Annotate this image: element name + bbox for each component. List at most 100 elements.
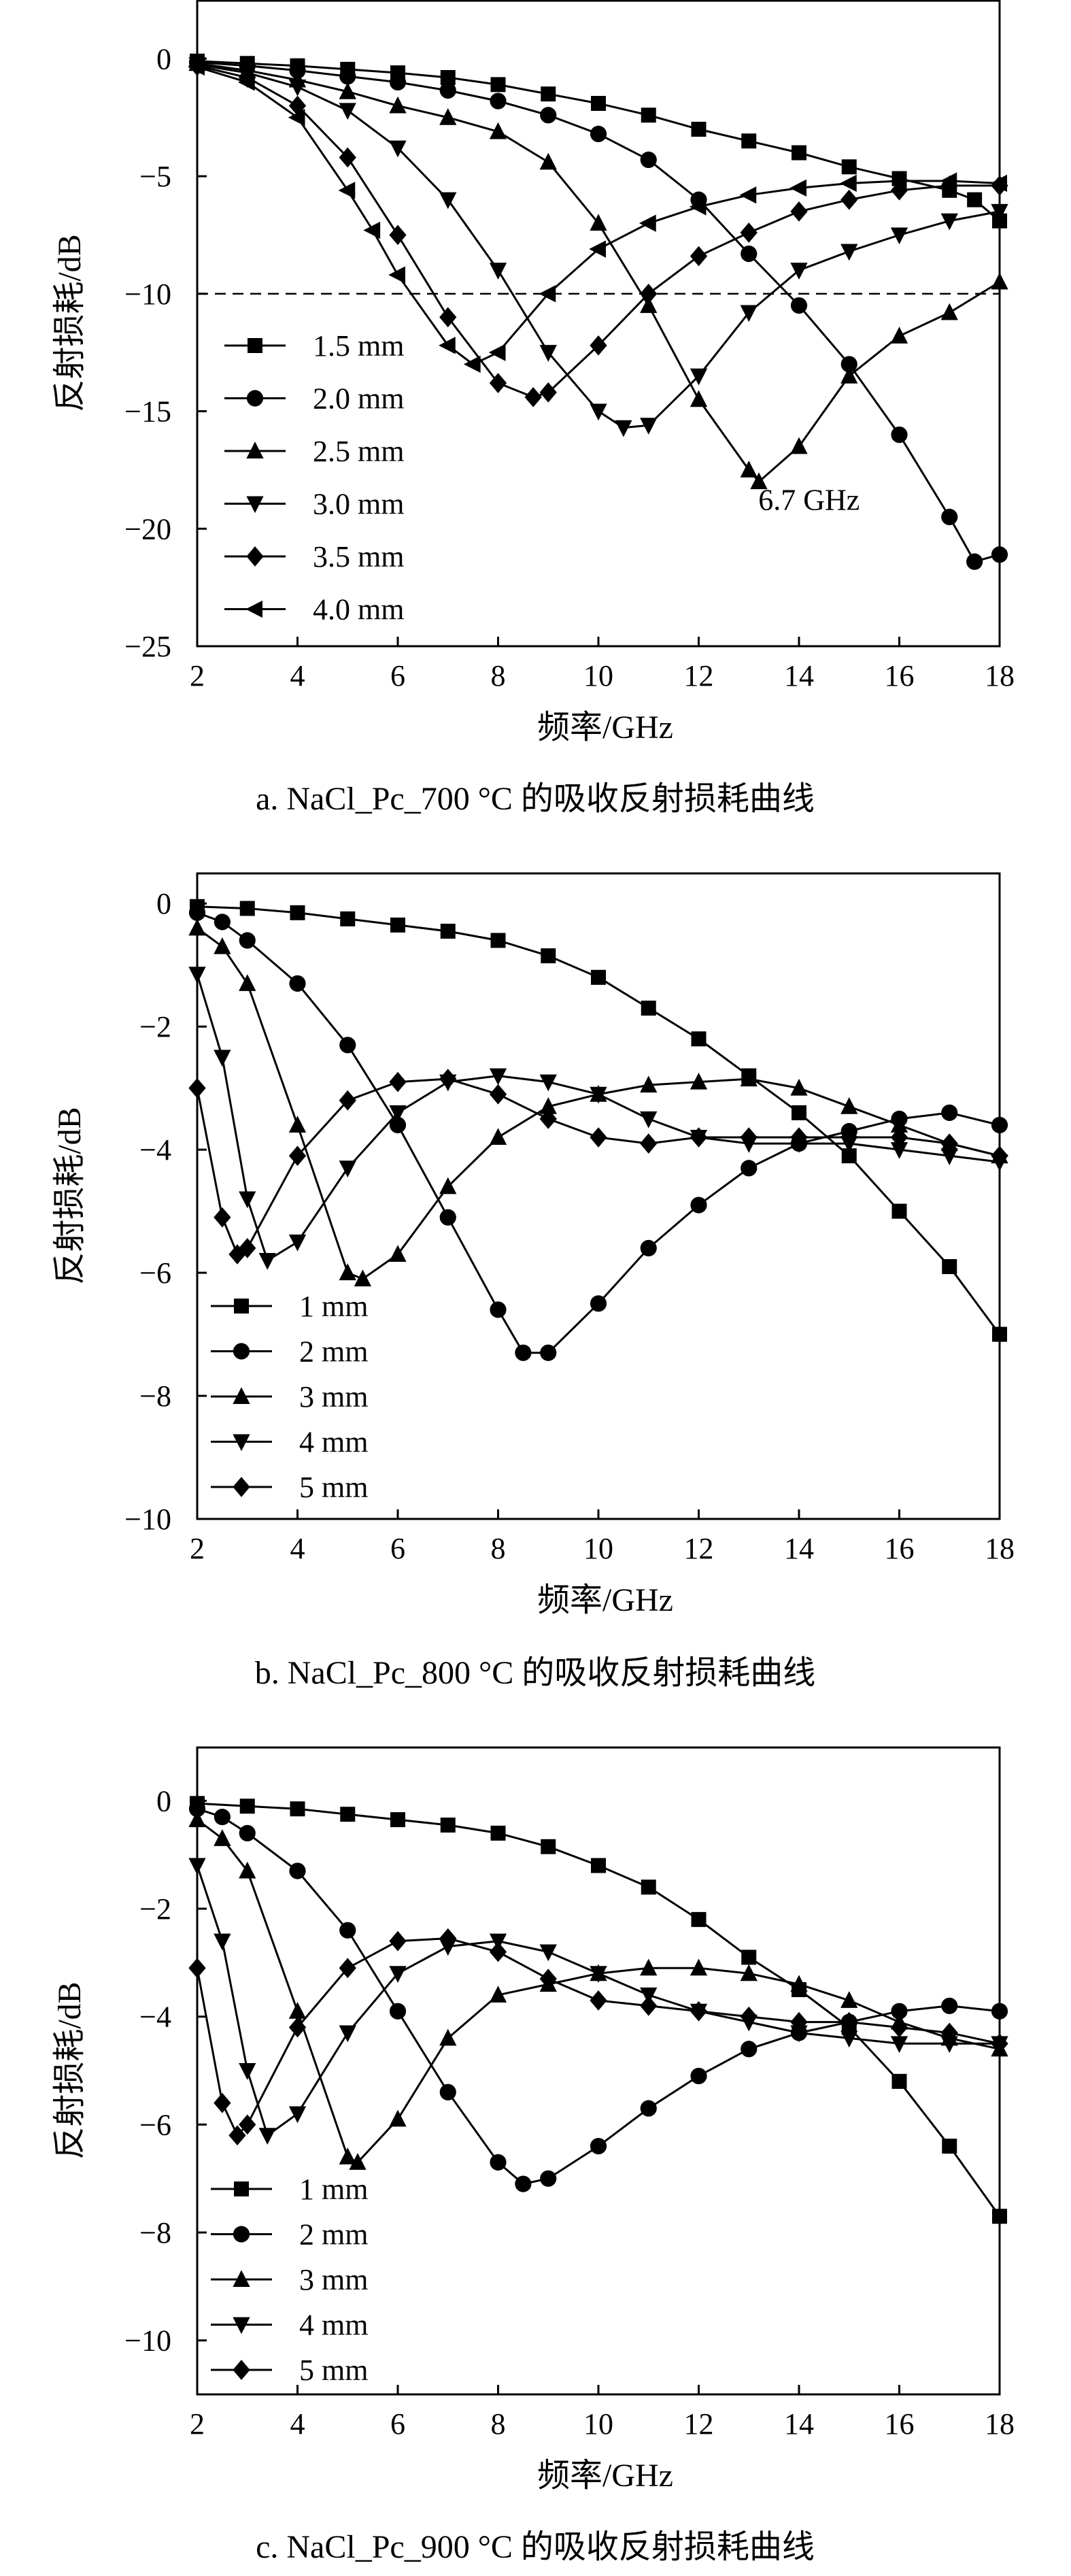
data-point xyxy=(439,192,457,210)
data-point xyxy=(289,1862,306,1879)
data-point xyxy=(840,1991,858,2008)
data-point xyxy=(288,1234,307,1252)
data-point xyxy=(840,2030,858,2048)
data-point xyxy=(288,95,307,116)
y-tick-label: −4 xyxy=(139,2001,171,2034)
data-point xyxy=(489,263,507,280)
legend-label: 1.5 mm xyxy=(313,329,404,363)
data-point xyxy=(290,905,305,920)
data-point xyxy=(890,327,908,344)
data-point xyxy=(840,174,857,193)
data-point xyxy=(288,1116,307,1133)
panel-caption: a. NaCl_Pc_700 °C 的吸收反射损耗曲线 xyxy=(256,781,815,817)
data-point xyxy=(389,1930,407,1952)
y-tick-label: 0 xyxy=(156,42,171,76)
data-point xyxy=(354,1269,372,1287)
x-tick-label: 14 xyxy=(784,659,814,692)
data-point xyxy=(439,1177,457,1194)
data-point xyxy=(541,948,556,964)
series-4-0mm xyxy=(188,58,1007,373)
data-point xyxy=(690,1127,708,1148)
data-point xyxy=(439,107,457,125)
data-point xyxy=(390,1812,405,1828)
data-point xyxy=(214,1829,231,1846)
data-point xyxy=(691,1911,707,1927)
data-point xyxy=(339,147,356,168)
data-point xyxy=(741,2041,758,2058)
y-tick-label: −10 xyxy=(124,2324,171,2358)
data-point xyxy=(239,901,255,916)
x-tick-label: 10 xyxy=(583,1532,613,1565)
data-point xyxy=(691,122,707,137)
data-point xyxy=(890,1127,908,1148)
data-point xyxy=(389,73,407,91)
data-point xyxy=(490,77,506,93)
data-point xyxy=(590,1295,607,1312)
x-tick-label: 2 xyxy=(190,659,205,692)
data-point xyxy=(339,1037,356,1054)
data-point xyxy=(239,2114,256,2135)
legend: 1.5 mm 2.0 mm 2.5 mm 3.0 mm 3.5 mm 4.0 mm xyxy=(224,329,404,626)
data-point xyxy=(214,1207,231,1228)
series-3-0mm xyxy=(188,57,1008,437)
data-point xyxy=(991,272,1008,290)
data-point xyxy=(339,2147,356,2164)
data-point xyxy=(389,1966,407,1983)
data-point xyxy=(941,508,958,526)
data-point xyxy=(590,335,607,356)
data-point xyxy=(966,553,983,570)
series-3-5mm xyxy=(188,55,1008,407)
data-point xyxy=(690,1072,708,1090)
series-5mm xyxy=(188,1069,1008,1265)
chart-panel-2: 2 4 6 8 10 12 14 16 18 0 −2 −4 −6 −8 −10 频率/GHz 反射损耗/dB b… xyxy=(52,872,1015,1691)
data-point xyxy=(389,2109,407,2127)
data-point xyxy=(991,203,1008,221)
x-tick-label: 6 xyxy=(390,659,405,692)
x-tick-label: 16 xyxy=(885,659,915,692)
data-point xyxy=(239,1824,256,1842)
y-axis-label: 反射损耗/dB xyxy=(52,234,88,412)
data-point xyxy=(590,2137,607,2155)
data-point xyxy=(591,969,606,985)
data-point xyxy=(740,1964,758,1981)
data-point xyxy=(258,2128,276,2145)
data-point xyxy=(339,1090,356,1111)
data-point xyxy=(339,1922,356,1939)
legend: 1 mm 2 mm 3 mm 4 mm 5 mm xyxy=(211,1290,368,1504)
data-point xyxy=(339,68,356,85)
data-point xyxy=(214,914,231,931)
data-point xyxy=(940,1133,958,1154)
data-point xyxy=(439,337,456,354)
data-point xyxy=(540,107,557,124)
data-point xyxy=(390,917,405,933)
data-point xyxy=(214,2092,231,2113)
data-point xyxy=(188,1077,206,1099)
legend-label: 3 mm xyxy=(299,2263,368,2296)
legend-marker xyxy=(233,1343,250,1360)
data-point xyxy=(389,224,407,246)
data-point xyxy=(591,96,606,111)
x-tick-label: 8 xyxy=(491,659,506,692)
y-axis-label: 反射损耗/dB xyxy=(52,1981,88,2159)
series-1mm xyxy=(190,1796,1007,2224)
legend-label: 1 mm xyxy=(299,2173,368,2206)
x-tick-label: 4 xyxy=(290,2407,305,2441)
legend-label: 4.0 mm xyxy=(313,593,404,626)
data-point xyxy=(640,1111,658,1128)
data-point xyxy=(840,356,857,373)
data-point xyxy=(790,263,808,280)
data-point xyxy=(339,82,356,99)
x-axis-label: 频率/GHz xyxy=(537,709,673,746)
data-point xyxy=(188,904,206,921)
data-point xyxy=(590,125,607,143)
data-point xyxy=(940,1148,958,1165)
data-point xyxy=(440,923,456,939)
legend-marker xyxy=(233,1434,250,1452)
data-point xyxy=(188,1858,206,1875)
x-tick-label: 6 xyxy=(390,2407,405,2441)
data-point xyxy=(288,79,307,97)
x-tick-label: 16 xyxy=(885,1532,915,1565)
x-tick-label: 2 xyxy=(190,1532,205,1565)
data-point xyxy=(540,2170,557,2187)
